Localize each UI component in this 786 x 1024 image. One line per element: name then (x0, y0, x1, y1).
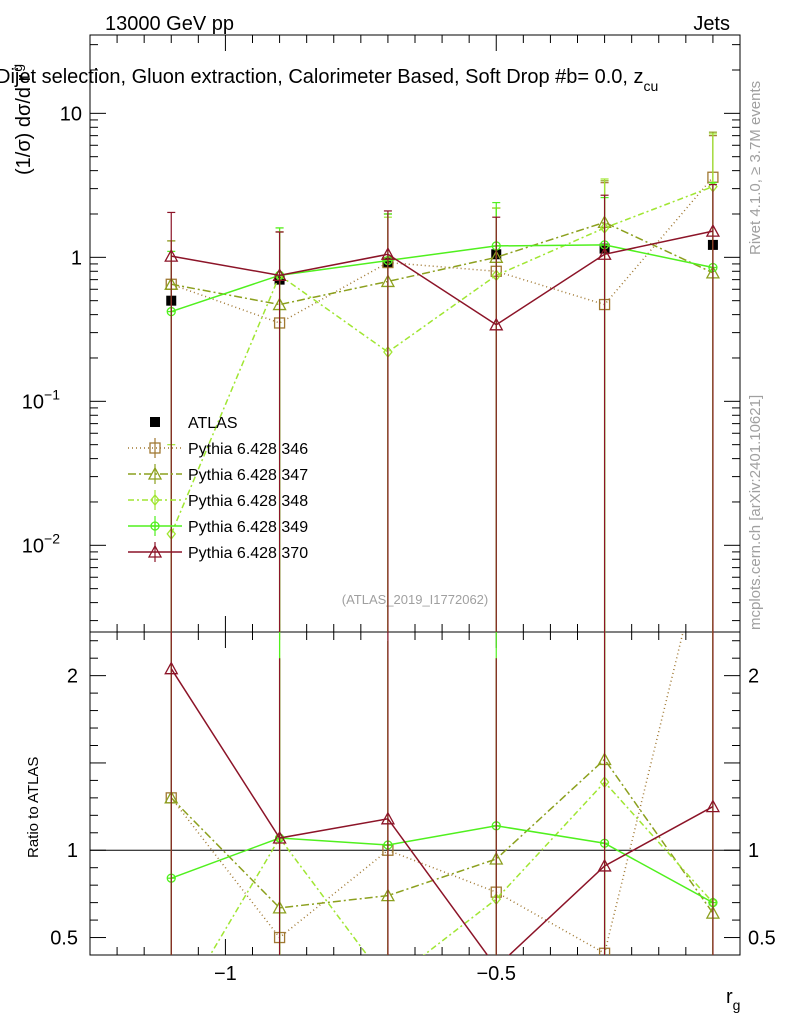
ratio-line-p346 (170, 632, 684, 955)
data-point-p370 (597, 246, 612, 260)
data-point-p370 (272, 267, 287, 281)
ratio-line-p347 (170, 758, 714, 914)
x-axis-label-sub: g (733, 997, 741, 1013)
ratio-line-p348 (209, 781, 714, 955)
ratio-line-p370 (170, 668, 714, 955)
ratio-ytick-label-left: 2 (67, 666, 78, 688)
main-ylabel: (1/σ) dσ/d r g (9, 64, 35, 175)
ratio-ytick-label-left: 1 (67, 840, 78, 862)
legend-label-p370: Pythia 6.428 370 (188, 545, 308, 562)
ratio-point-p370 (164, 661, 179, 675)
legend-label-atlas: ATLAS (188, 415, 238, 432)
ratio-point-p348 (384, 978, 392, 988)
ratio-point-p370 (597, 858, 612, 872)
ratio-ytick-label-right: 1 (748, 840, 759, 862)
plot-title-sub: cu (644, 78, 659, 94)
main-ylabel-sub: g (9, 64, 25, 72)
plot-title-tail: = 0.0, z (577, 66, 643, 88)
main-series-group (164, 131, 721, 632)
series-line-p348 (170, 185, 714, 535)
ratio-ylabel: Ratio to ATLAS (25, 757, 42, 858)
main-ytick-label: 1 (71, 247, 82, 269)
x-axis-label: rg (726, 986, 740, 1013)
main-ytick-label: 10 (60, 103, 82, 125)
ratio-ytick-label-right: 2 (748, 666, 759, 688)
legend-marker-p347 (147, 466, 163, 480)
legend-marker-atlas (150, 417, 160, 427)
rivet-version-label: Rivet 4.1.0, ≥ 3.7M events (747, 81, 764, 255)
main-ytick-exp: −2 (44, 530, 60, 546)
main-ytick-base: 10 (22, 391, 44, 413)
series-line-p346 (170, 176, 714, 324)
ratio-point-p348 (167, 1016, 175, 1024)
data-point-p370 (705, 223, 721, 237)
legend-marker-p370 (147, 544, 163, 558)
legend-marker-p348 (150, 493, 160, 507)
data-point-p370 (489, 317, 504, 331)
ratio-ytick-label-right: 0.5 (748, 928, 776, 950)
legend-label-p348: Pythia 6.428 348 (188, 493, 308, 510)
series-line-p347 (171, 221, 714, 306)
ratio-plot-frame (89, 631, 741, 956)
series-line-p349 (171, 244, 714, 313)
ratio-point-p370 (380, 811, 396, 825)
x-tick-label: −0.5 (477, 963, 516, 985)
ratio-ytick-label-left: 0.5 (50, 928, 78, 950)
plot-title: Dijet selection, Gluon extraction, Calor… (0, 66, 658, 94)
x-tick-label: −1 (214, 963, 237, 985)
main-ytick-label: 10−2 (22, 530, 60, 557)
ratio-line-p349 (170, 825, 714, 904)
legend-label-p349: Pythia 6.428 349 (188, 519, 308, 536)
series-line-p370 (171, 230, 714, 326)
main-plot-frame (89, 34, 741, 633)
data-point-p370 (380, 246, 396, 260)
ratio-point-p370 (272, 830, 287, 844)
process-label: Jets (693, 13, 730, 35)
legend-marker-p346 (149, 442, 161, 454)
main-ytick-base: 10 (22, 535, 44, 557)
energy-label: 13000 GeV pp (105, 13, 234, 35)
legend-label-p346: Pythia 6.428 346 (188, 441, 308, 458)
legend-marker-p349 (150, 521, 160, 531)
analysis-id-label: (ATLAS_2019_I1772062) (342, 592, 488, 607)
plot-title-main: Dijet selection, Gluon extraction, Calor… (0, 66, 577, 88)
main-ytick-label: 10−1 (22, 386, 60, 413)
main-ylabel-main: (1/σ) dσ/d r (13, 74, 35, 175)
x-axis-label-main: r (726, 986, 733, 1008)
ratio-point-p370 (705, 799, 721, 813)
main-ytick-exp: −1 (44, 386, 60, 402)
data-point-p370 (164, 248, 179, 262)
mcplots-label: mcplots.cern.ch [arXiv:2401.10621] (747, 395, 764, 630)
ratio-series-group (164, 632, 721, 1024)
legend-label-p347: Pythia 6.428 347 (188, 467, 308, 484)
